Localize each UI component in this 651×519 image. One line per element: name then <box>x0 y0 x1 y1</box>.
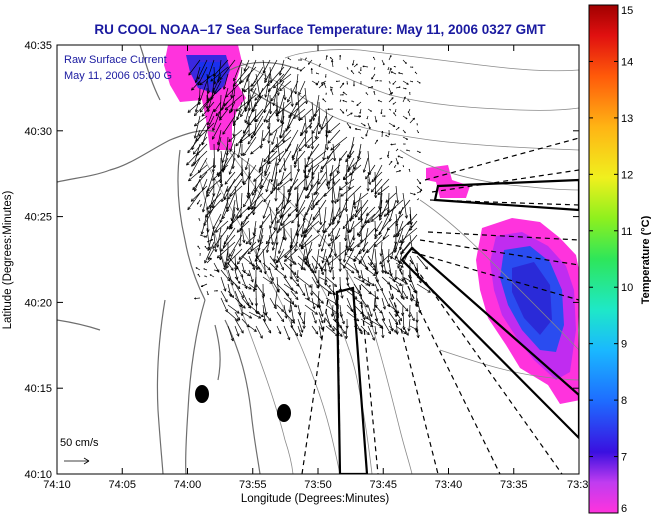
scale-arrow <box>64 457 90 465</box>
colorbar-label: Temperature (°C) <box>640 215 651 304</box>
colorbar-tick-label: 15 <box>621 5 633 17</box>
y-tick-label: 40:30 <box>24 126 52 138</box>
x-tick-label: 74:00 <box>174 479 202 491</box>
colorbar-tick-label: 7 <box>621 452 627 464</box>
y-tick-label: 40:35 <box>24 40 52 52</box>
y-tick-label: 40:10 <box>24 469 52 481</box>
map-title: RU COOL NOAA–17 Sea Surface Temperature:… <box>94 22 546 37</box>
y-tick-label: 40:15 <box>24 383 52 395</box>
colorbar-tick-label: 13 <box>621 113 633 125</box>
colorbar-tick-label: 11 <box>621 226 632 238</box>
site-marker <box>277 404 291 422</box>
x-tick-label: 73:45 <box>369 479 397 491</box>
site-marker <box>195 385 209 403</box>
current-label: Raw Surface Current <box>64 54 167 66</box>
bathymetry-contours <box>199 49 579 474</box>
x-tick-label: 74:10 <box>43 479 71 491</box>
x-tick-label: 73:55 <box>239 479 267 491</box>
x-tick-label: 73:50 <box>304 479 332 491</box>
x-axis: 74:10 74:05 74:00 73:55 73:50 73:45 73:40 73:35… <box>43 45 588 491</box>
y-tick-label: 40:25 <box>24 212 52 224</box>
colorbar <box>588 4 619 514</box>
colorbar-tick-label: 6 <box>621 503 627 515</box>
colorbar-tick-label: 9 <box>621 339 627 351</box>
y-tick-label: 40:20 <box>24 297 52 309</box>
colorbar-tick-label: 8 <box>621 395 627 407</box>
x-tick-label: 73:35 <box>500 479 528 491</box>
surface-current-vectors <box>186 54 431 342</box>
x-tick-label: 73:40 <box>435 479 463 491</box>
colorbar-tick-label: 12 <box>621 169 633 181</box>
current-timestamp: May 11, 2006 05:00 G <box>64 70 173 82</box>
shipping-lanes <box>301 137 579 474</box>
coastline <box>57 45 301 474</box>
scale-label: 50 cm/s <box>60 437 99 449</box>
colorbar-tick-label: 14 <box>621 56 633 68</box>
x-tick-label: 74:05 <box>108 479 136 491</box>
map-plot-area <box>57 45 579 474</box>
x-tick-label: 73:3 <box>567 479 588 491</box>
x-axis-label: Longitude (Degrees:Minutes) <box>241 493 389 505</box>
colorbar-tick-label: 10 <box>621 282 633 294</box>
restricted-zones <box>335 178 579 474</box>
sst-patches <box>164 45 579 404</box>
y-axis: 40:35 40:30 40:25 40:20 40:15 40:10 <box>24 40 579 481</box>
y-axis-label: Latitude (Degrees:Minutes) <box>2 190 14 329</box>
colorbar-ticks: 15 14 13 12 11 10 9 8 7 6 <box>589 4 633 515</box>
